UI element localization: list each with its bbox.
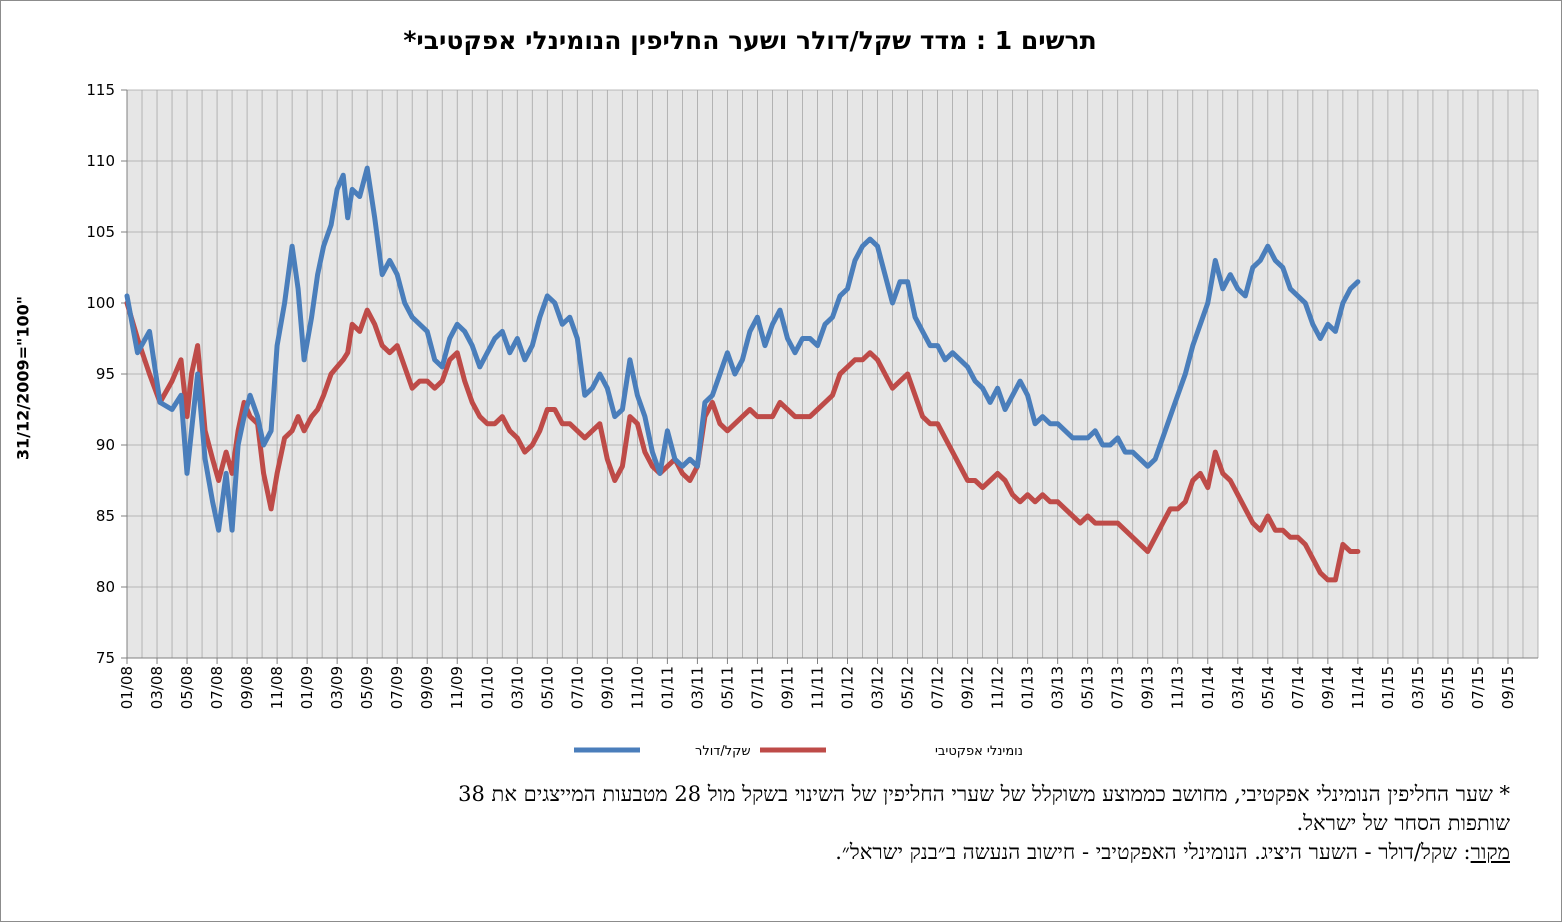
y-tick-label: 105 [86, 223, 115, 241]
x-tick-label: 05/15 [1439, 666, 1457, 709]
x-tick-label: 09/12 [959, 666, 977, 709]
x-tick-label: 03/11 [688, 666, 706, 709]
x-tick-label: 09/14 [1319, 666, 1337, 709]
x-tick-label: 05/12 [899, 666, 917, 709]
y-tick-label: 85 [96, 507, 115, 525]
y-tick-label: 90 [96, 436, 115, 454]
x-tick-label: 07/15 [1469, 666, 1487, 709]
y-tick-label: 115 [86, 81, 115, 99]
x-tick-label: 03/10 [508, 666, 526, 709]
x-tick-label: 05/13 [1079, 666, 1097, 709]
legend: שקל/דולר נומינלי אפקטיבי [574, 744, 1023, 759]
x-tick-label: 01/08 [118, 666, 136, 709]
x-tick-label: 03/15 [1409, 666, 1427, 709]
x-tick-label: 09/15 [1499, 666, 1517, 709]
y-tick-label: 100 [86, 294, 115, 312]
x-tick-label: 07/08 [208, 666, 226, 709]
legend-label: נומינלי אפקטיבי [935, 744, 1023, 759]
x-tick-label: 07/10 [568, 666, 586, 709]
x-tick-label: 01/15 [1379, 666, 1397, 709]
x-tick-label: 07/12 [929, 666, 947, 709]
x-tick-label: 11/14 [1349, 666, 1367, 709]
x-tick-label: 09/09 [418, 666, 436, 709]
x-tick-label: 05/08 [178, 666, 196, 709]
x-tick-label: 11/10 [628, 666, 646, 709]
x-tick-label: 01/13 [1019, 666, 1037, 709]
x-tick-label: 11/12 [989, 666, 1007, 709]
x-tick-label: 07/09 [388, 666, 406, 709]
x-tick-label: 07/14 [1289, 666, 1307, 709]
x-tick-label: 03/12 [869, 666, 887, 709]
x-tick-label: 11/13 [1169, 666, 1187, 709]
series-line [124, 300, 1361, 583]
legend-label: שקל/דולר [695, 744, 751, 759]
x-tick-label: 09/11 [778, 666, 796, 709]
footnote: * שער החליפין הנומינלי אפקטיבי, מחושב כמ… [150, 780, 1510, 867]
x-tick-label: 01/09 [298, 666, 316, 709]
line-chart: 75 80 85 90 95 100 105 110 115 01/08 03/08 05/08 07… [86, 81, 1539, 759]
source-label: מקור [1470, 840, 1510, 864]
x-tick-label: 05/10 [538, 666, 556, 709]
x-tick-label: 03/13 [1049, 666, 1067, 709]
x-tick-label: 09/08 [238, 666, 256, 709]
x-tick-label: 05/09 [358, 666, 376, 709]
y-tick-label: 80 [96, 578, 115, 596]
x-tick-label: 01/14 [1199, 666, 1217, 709]
x-tick-label: 07/11 [748, 666, 766, 709]
footnote-line-1: * שער החליפין הנומינלי אפקטיבי, מחושב כמ… [458, 782, 1510, 806]
x-tick-label: 11/11 [808, 666, 826, 709]
x-tick-label: 07/13 [1109, 666, 1127, 709]
x-tick-label: 09/13 [1139, 666, 1157, 709]
series-line [124, 165, 1361, 533]
x-tick-label: 05/14 [1259, 666, 1277, 709]
x-tick-label: 03/09 [328, 666, 346, 709]
footnote-line-2: שותפות הסחר של ישראל. [1296, 811, 1510, 835]
x-tick-label: 01/12 [839, 666, 857, 709]
source-text: : שקל/דולר - השער היציג. הנומינלי האפקטי… [835, 840, 1471, 864]
x-tick-label: 03/14 [1229, 666, 1247, 709]
x-tick-label: 11/09 [448, 666, 466, 709]
y-tick-label: 75 [96, 649, 115, 667]
x-tick-label: 11/08 [268, 666, 286, 709]
x-axis-ticks: 01/08 03/08 05/08 07/08 09/08 11/08 01/09 03/09… [118, 658, 1517, 709]
x-tick-label: 01/10 [478, 666, 496, 709]
x-tick-label: 03/08 [148, 666, 166, 709]
x-tick-label: 01/11 [658, 666, 676, 709]
y-axis-ticks: 75 80 85 90 95 100 105 110 115 [86, 81, 127, 667]
chart-title: תרשים 1 : מדד שקל/דולר ושער החליפין הנומ… [403, 26, 1097, 55]
footnote-source: מקור: שקל/דולר - השער היציג. הנומינלי הא… [150, 838, 1510, 867]
series-lines [124, 165, 1361, 583]
y-tick-label: 110 [86, 152, 115, 170]
x-tick-label: 09/10 [598, 666, 616, 709]
x-tick-label: 05/11 [718, 666, 736, 709]
y-tick-label: 95 [96, 365, 115, 383]
